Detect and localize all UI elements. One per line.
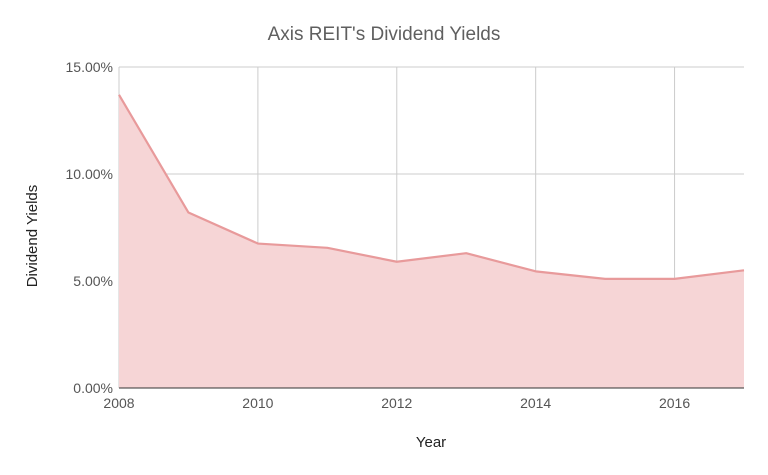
series-area [119,94,744,388]
data-point [185,210,191,216]
y-tick-label: 0.00% [73,380,113,396]
data-point [394,259,400,265]
x-tick-label: 2010 [242,395,273,411]
y-tick-label: 10.00% [66,166,113,182]
x-tick-label: 2016 [659,395,690,411]
y-tick-label: 15.00% [66,59,113,75]
series-line [118,94,745,280]
x-tick-label: 2014 [520,395,551,411]
y-axis-label: Dividend Yields [24,185,41,288]
x-axis-label: Year [416,434,446,451]
data-point [672,276,678,282]
data-point [324,245,330,251]
y-tick-label: 5.00% [73,273,113,289]
x-tick-label: 2008 [103,395,134,411]
tick-layer: 0.00% 5.00% 10.00% 15.00% 2008 2010 2012 2014 20… [66,59,744,411]
chart-title: Axis REIT's Dividend Yields [268,24,501,45]
data-point [255,241,261,247]
data-point [463,250,469,256]
data-point [533,268,539,274]
data-point [602,276,608,282]
data-point [741,267,747,273]
series-layer [116,92,747,388]
x-tick-label: 2012 [381,395,412,411]
data-point [116,92,122,98]
